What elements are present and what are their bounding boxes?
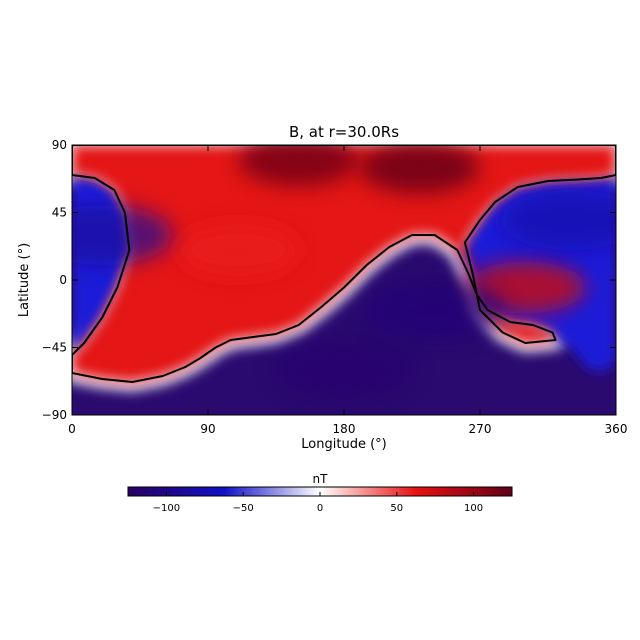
x-tick-label: 180 [333,422,356,436]
neutral-line-contour [72,145,616,383]
colorbar-tick-label: 50 [390,503,403,514]
cold-spot [274,340,414,400]
x-axis: 0 90 180 270 360 [68,145,627,436]
x-axis-label: Longitude (°) [301,437,386,452]
y-tick-label: −90 [42,408,67,422]
x-tick-label: 270 [469,422,492,436]
heatmap-area [72,145,616,415]
y-tick-label: 45 [52,206,67,220]
cold-spot [500,190,616,250]
x-tick-label: 90 [200,422,215,436]
x-tick-label: 360 [605,422,628,436]
colorbar-tick-label: −50 [233,503,254,514]
x-tick-label: 0 [68,422,76,436]
colorbar-ticks: −100 −50 0 50 100 [153,492,483,514]
colorbar-tick-label: −100 [153,503,180,514]
y-axis-label: Latitude (°) [17,243,32,317]
hot-spot [238,145,359,186]
y-tick-label: −45 [42,341,67,355]
colorbar-label: nT [313,472,329,486]
hot-spot [178,224,299,276]
cold-spot [72,205,173,265]
y-tick-label: 90 [52,138,67,152]
hot-spot [359,145,480,194]
y-axis: 90 45 0 −45 −90 [42,138,616,422]
colorbar-tick-label: 100 [464,503,483,514]
cold-spot [364,280,505,340]
chart-title: B, at r=30.0Rs [289,123,399,141]
positive-region [72,145,616,382]
colorbar-tick-label: 0 [317,503,323,514]
y-tick-label: 0 [59,273,67,287]
